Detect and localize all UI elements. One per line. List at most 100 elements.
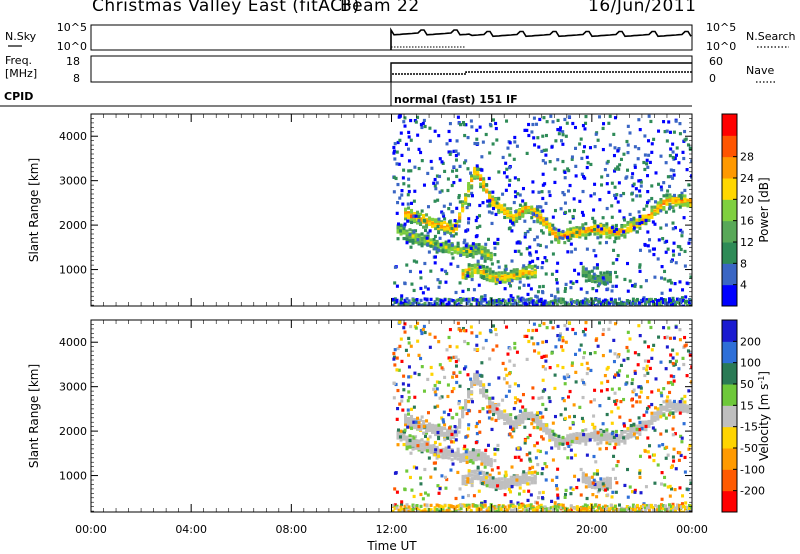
power-cell <box>587 304 591 306</box>
power-cell <box>630 192 634 196</box>
power-cell <box>396 200 400 205</box>
power-cell <box>458 281 462 285</box>
power-cell <box>503 299 507 303</box>
velocity-cell <box>686 410 690 414</box>
power-cell <box>501 304 505 306</box>
power-cell <box>569 236 573 241</box>
velocity-cell <box>683 405 687 409</box>
power-cell <box>471 252 475 256</box>
power-cell <box>610 226 614 230</box>
velocity-cell <box>508 347 512 351</box>
power-cell <box>484 132 488 137</box>
power-cell <box>407 213 411 217</box>
power-cell <box>565 121 569 125</box>
velocity-cell <box>458 422 462 426</box>
power-cell <box>491 197 495 201</box>
power-cell <box>444 269 448 273</box>
velocity-cell <box>441 448 445 452</box>
velocity-cell <box>459 329 463 333</box>
power-cell <box>536 265 540 269</box>
power-cell <box>528 251 532 255</box>
power-cell <box>478 125 482 129</box>
power-cell <box>459 253 463 257</box>
velocity-cell <box>486 455 490 459</box>
power-cell <box>470 184 474 188</box>
velocity-cell <box>461 481 465 485</box>
power-cell <box>521 186 525 191</box>
power-cell <box>581 223 585 227</box>
power-cell <box>570 250 574 254</box>
power-cell <box>612 229 616 233</box>
power-cell <box>656 257 660 261</box>
power-cell <box>530 264 534 269</box>
power-cell <box>464 198 468 202</box>
power-cell <box>509 217 513 222</box>
velocity-cell <box>679 453 683 458</box>
power-cell <box>530 216 534 220</box>
power-cell <box>413 218 417 223</box>
velocity-cell <box>524 416 528 421</box>
power-cell <box>499 301 503 305</box>
power-cell <box>663 269 667 274</box>
power-cell <box>645 162 649 166</box>
power-cell <box>398 229 402 233</box>
velocity-cell <box>626 330 630 334</box>
velocity-cell <box>617 437 621 441</box>
velocity-cell <box>482 391 486 395</box>
power-cell <box>593 280 597 284</box>
power-cell <box>453 248 457 252</box>
velocity-cell <box>393 487 397 491</box>
velocity-cell <box>612 435 616 439</box>
power-cell <box>596 236 600 240</box>
velocity-cell <box>459 456 463 461</box>
power-cell <box>527 206 531 210</box>
power-cell <box>686 201 690 206</box>
power-cell <box>631 301 635 306</box>
power-cell <box>554 237 558 241</box>
velocity-cell <box>595 495 599 499</box>
velocity-cell <box>659 482 663 486</box>
velocity-cell <box>605 482 609 486</box>
velocity-cell <box>592 454 596 459</box>
power-cell <box>686 143 690 147</box>
power-cell <box>433 302 437 306</box>
velocity-cell <box>592 472 596 476</box>
power-cell <box>637 118 641 122</box>
velocity-cell <box>659 409 663 413</box>
velocity-cell <box>420 450 424 454</box>
power-cell <box>463 238 467 242</box>
power-cell <box>602 223 606 228</box>
velocity-cell <box>668 390 672 395</box>
power-cell <box>527 265 531 269</box>
power-cell <box>461 205 465 210</box>
velocity-cell <box>434 424 438 428</box>
power-cell <box>607 190 611 194</box>
velocity-cell <box>663 446 667 450</box>
velocity-cell <box>612 454 616 458</box>
power-cell <box>551 232 555 236</box>
velocity-cell <box>527 328 531 333</box>
power-cell <box>410 282 414 286</box>
power-cell <box>393 157 397 161</box>
power-cell <box>477 250 481 254</box>
power-cell <box>601 126 605 131</box>
velocity-cell <box>451 375 455 379</box>
power-cell <box>585 165 589 170</box>
power-cell <box>659 200 663 204</box>
power-cell <box>461 269 465 273</box>
velocity-cell <box>480 460 484 464</box>
power-cell <box>575 301 579 305</box>
velocity-cell <box>638 420 642 425</box>
velocity-cell <box>435 456 439 460</box>
velocity-cell <box>410 420 414 425</box>
power-cell <box>497 208 501 213</box>
power-cell <box>674 261 678 265</box>
velocity-cell <box>431 430 435 434</box>
nave-tick-60: 60 <box>709 55 723 68</box>
power-cell <box>485 268 489 272</box>
power-cell <box>550 293 554 297</box>
power-cell <box>530 272 534 276</box>
velocity-cell <box>596 490 600 494</box>
velocity-cell <box>650 390 654 394</box>
power-cell <box>452 149 456 153</box>
